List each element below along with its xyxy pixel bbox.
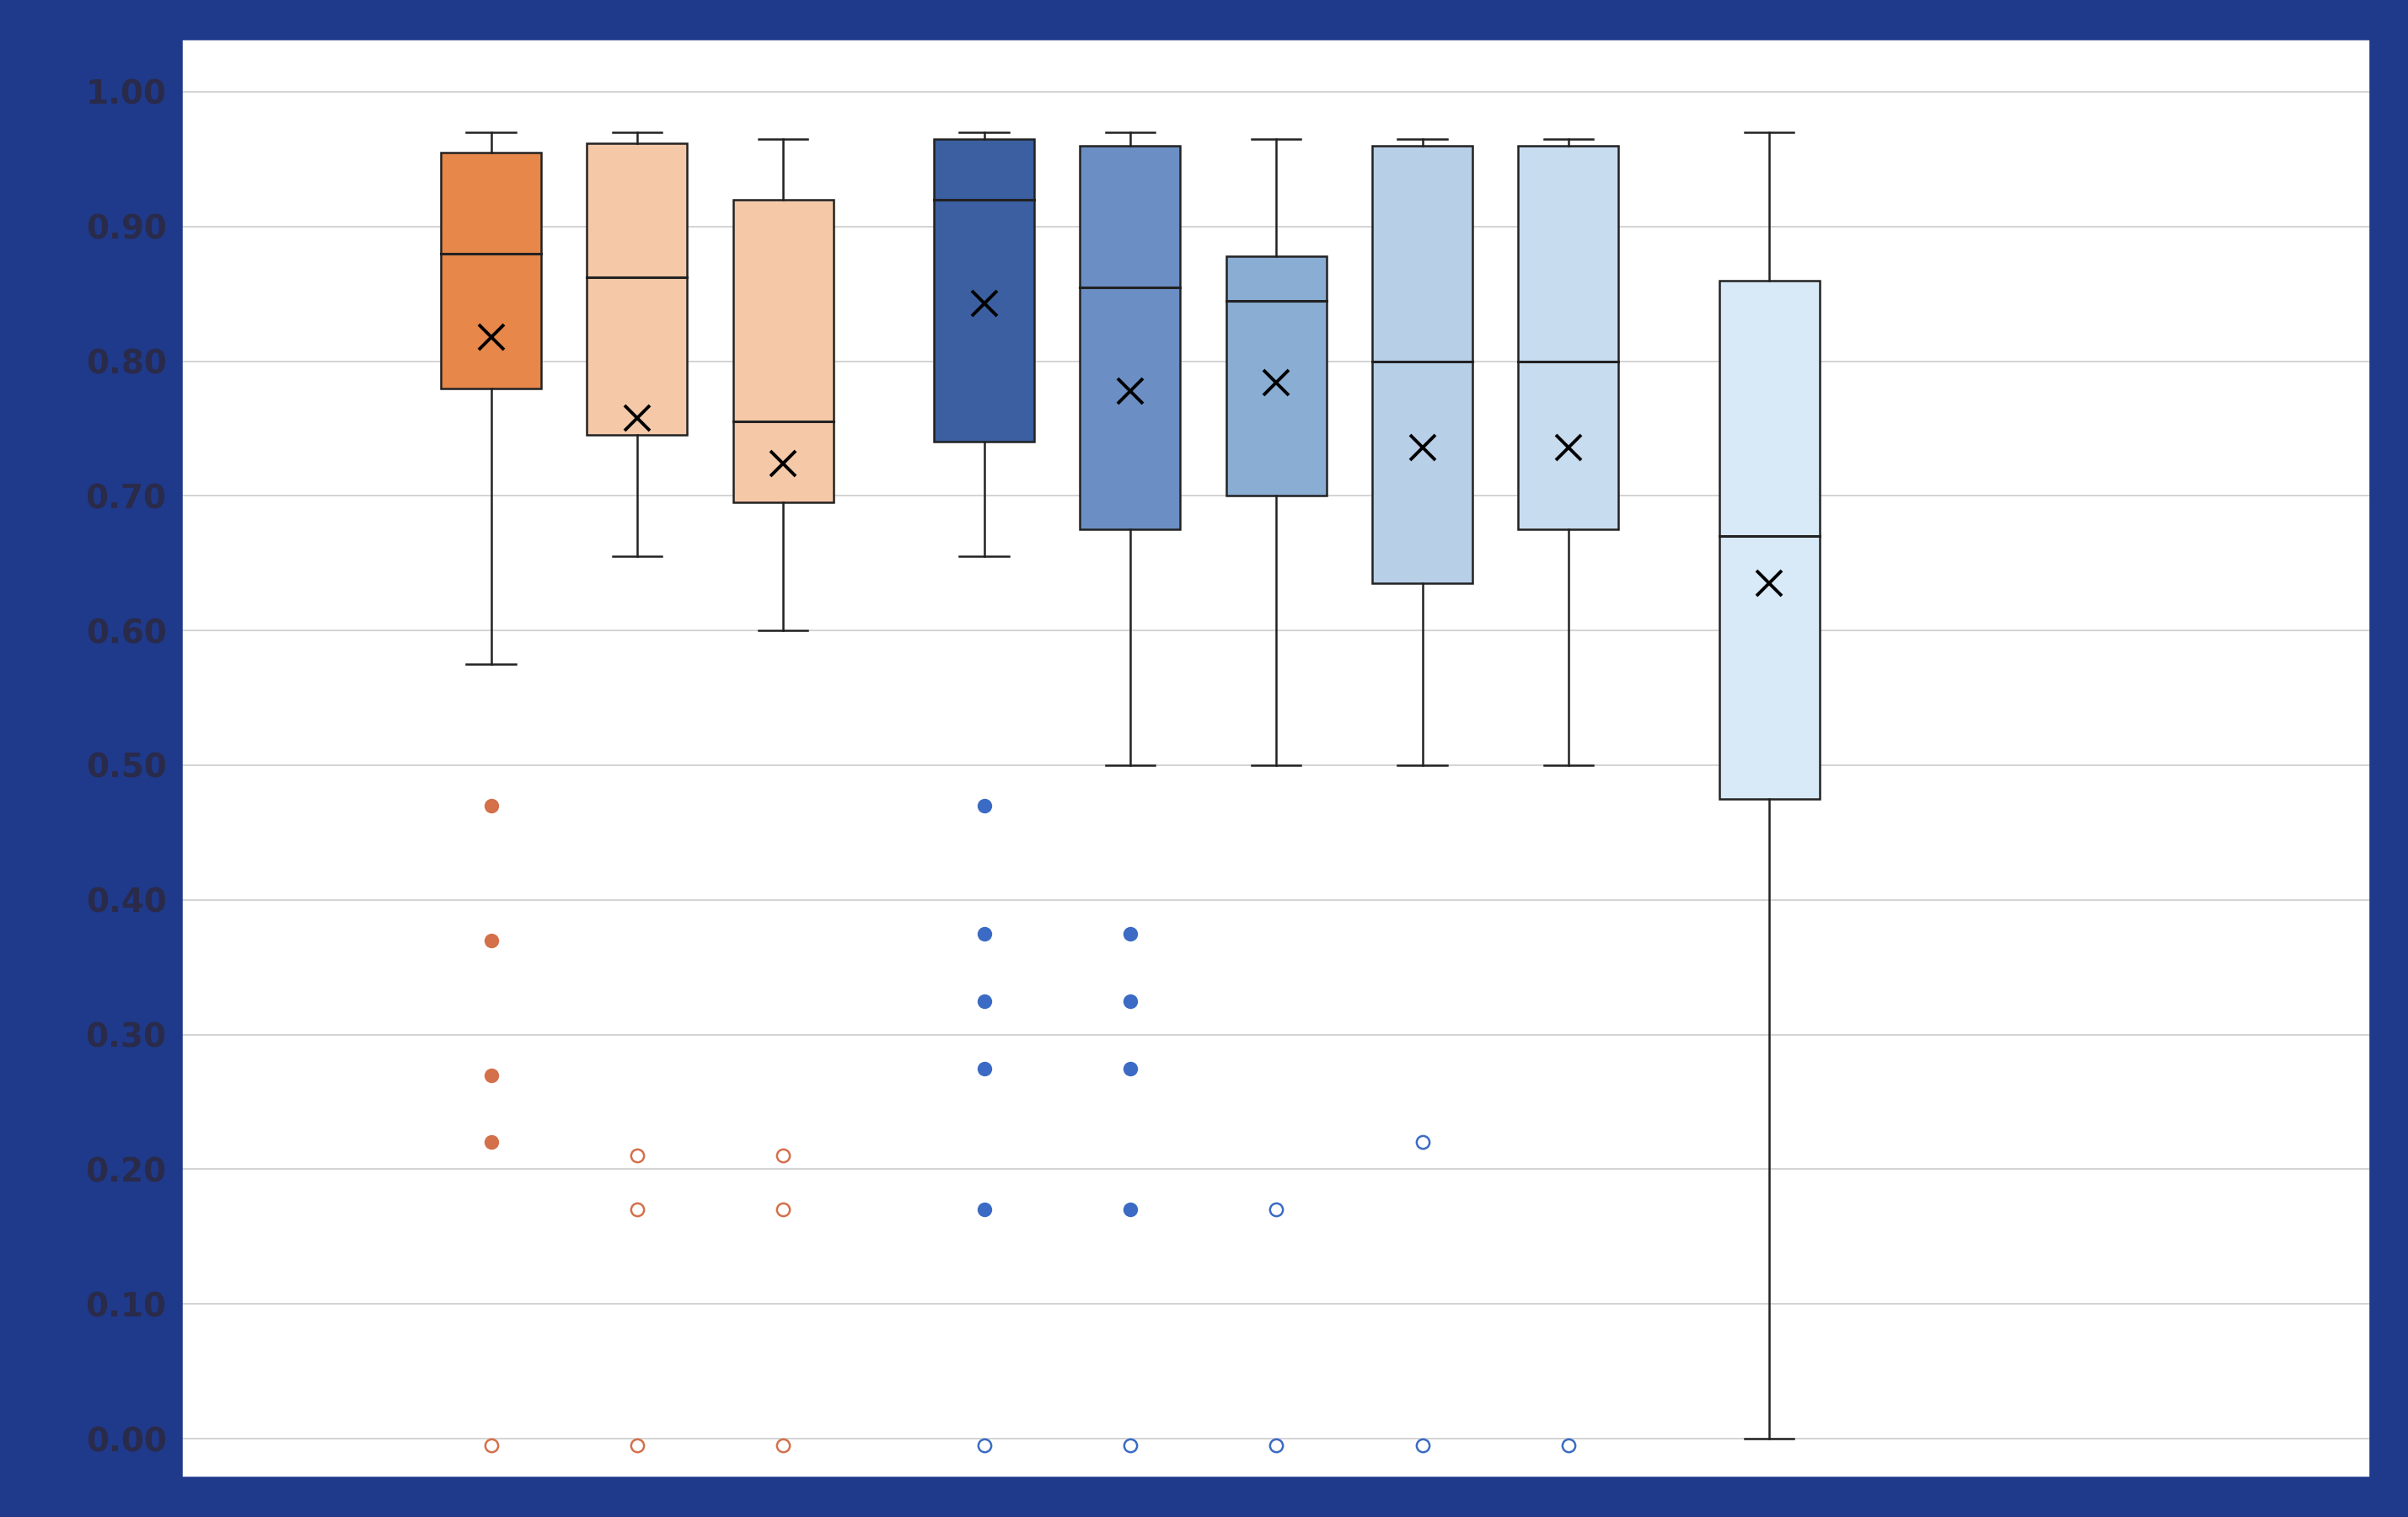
Bar [1719, 281, 1820, 799]
Bar [1373, 146, 1474, 584]
Bar [1226, 256, 1327, 496]
Bar [1079, 146, 1180, 529]
Bar [588, 143, 686, 435]
Bar [934, 140, 1035, 441]
Bar [441, 152, 542, 388]
Bar [732, 200, 833, 502]
Bar [1517, 146, 1618, 529]
